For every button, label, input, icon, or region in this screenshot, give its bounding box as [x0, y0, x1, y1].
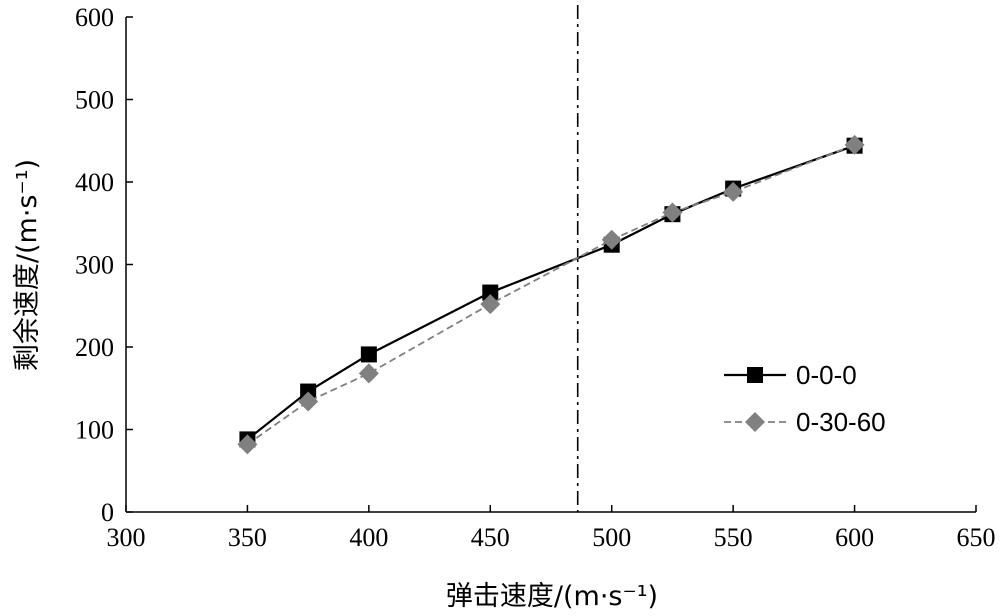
y-tick-label: 200: [75, 333, 114, 362]
y-axis-title: 剩余速度/(m·s⁻¹): [12, 159, 43, 371]
legend: 0-0-0 0-30-60: [724, 360, 886, 437]
diamond-marker: [298, 391, 319, 412]
y-tick-label: 400: [75, 168, 114, 197]
x-tick-label: 500: [592, 523, 631, 552]
square-marker: [747, 367, 763, 383]
x-tick-label: 450: [471, 523, 510, 552]
diamond-marker: [480, 294, 501, 315]
legend-label: 0-0-0: [796, 360, 857, 390]
series-0-0-0: [239, 137, 863, 448]
diamond-marker: [745, 412, 765, 432]
y-tick-label: 500: [75, 86, 114, 115]
legend-label: 0-30-60: [796, 407, 886, 437]
x-tick-label: 600: [835, 523, 874, 552]
x-tick-label: 400: [349, 523, 388, 552]
diamond-marker: [844, 134, 865, 155]
square-marker: [360, 346, 377, 363]
diamond-marker: [662, 202, 683, 223]
x-tick-label: 350: [228, 523, 267, 552]
series-0-30-60: [237, 134, 865, 455]
y-tick-label: 100: [75, 416, 114, 445]
diamond-marker: [237, 434, 258, 455]
x-tick-label: 300: [107, 523, 146, 552]
x-axis-title: 弹击速度/(m·s⁻¹): [446, 581, 658, 612]
series-layer: [237, 134, 865, 455]
square-marker: [482, 284, 499, 301]
diamond-marker: [601, 229, 622, 250]
x-tick-label: 550: [714, 523, 753, 552]
y-tick-label: 0: [101, 498, 114, 527]
diamond-marker: [723, 181, 744, 202]
y-tick-label: 600: [75, 3, 114, 32]
series-line: [246, 144, 855, 441]
y-tick-label: 300: [75, 251, 114, 280]
axes: 300 350 400 450 500 550 600 650 0 100 200 300 400 500…: [75, 3, 996, 552]
x-tick-label: 650: [957, 523, 996, 552]
diamond-marker: [358, 363, 379, 384]
series-line: [246, 144, 855, 446]
